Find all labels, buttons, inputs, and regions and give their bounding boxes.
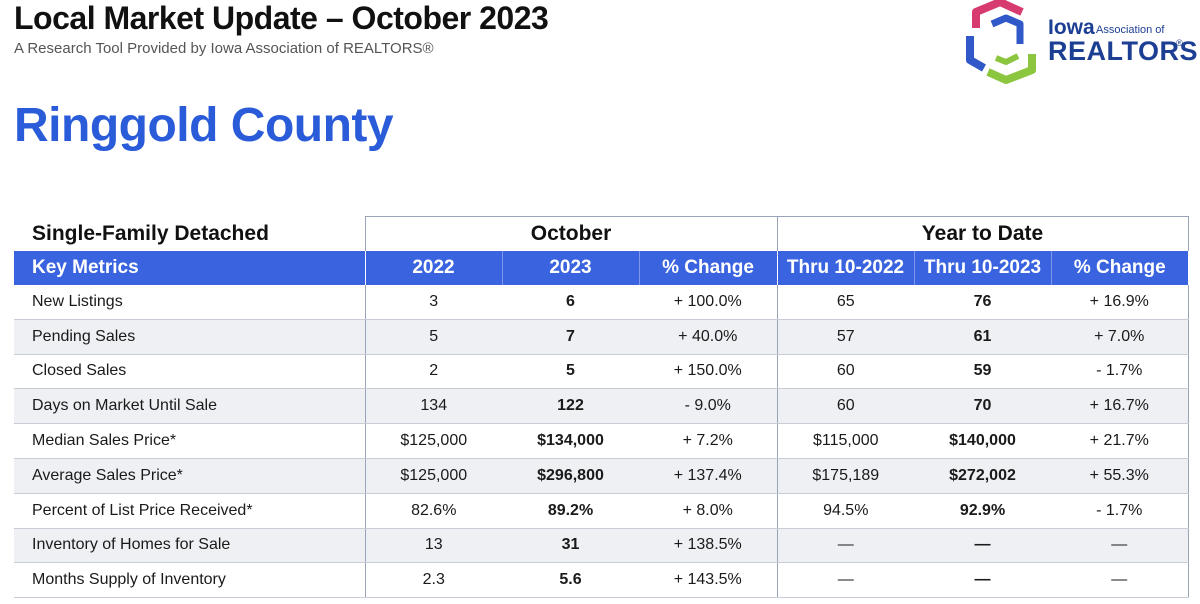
column-header-key-metrics: Key Metrics bbox=[14, 251, 365, 285]
value-ytd-2023: 61 bbox=[914, 319, 1051, 355]
logo-realtors-text: REALTORS bbox=[1048, 36, 1199, 66]
metric-label: Median Sales Price* bbox=[14, 423, 365, 459]
metric-label: Closed Sales bbox=[14, 354, 365, 390]
value-2023: 5 bbox=[502, 354, 639, 390]
metric-label: Percent of List Price Received* bbox=[14, 493, 365, 529]
column-header-thru-10-2022: Thru 10-2022 bbox=[776, 251, 914, 285]
value-ytd-pct-change: + 16.7% bbox=[1051, 388, 1189, 425]
october-group-header: October bbox=[364, 216, 777, 251]
metric-label: Average Sales Price* bbox=[14, 458, 365, 494]
report-title: Local Market Update – October 2023 bbox=[14, 0, 549, 36]
metric-label: Pending Sales bbox=[14, 319, 365, 355]
value-ytd-pct-change: + 55.3% bbox=[1051, 458, 1189, 494]
column-header-pct-change: % Change bbox=[638, 251, 777, 285]
value-ytd-2022: — bbox=[776, 562, 914, 599]
value-pct-change: + 100.0% bbox=[639, 285, 777, 320]
value-ytd-2022: 57 bbox=[776, 319, 914, 355]
value-ytd-pct-change: + 16.9% bbox=[1051, 285, 1189, 320]
value-ytd-2023: — bbox=[914, 562, 1051, 599]
column-header-ytd-pct-change: % Change bbox=[1050, 251, 1188, 285]
value-ytd-2022: 65 bbox=[776, 285, 914, 320]
value-2022: 3 bbox=[364, 285, 502, 320]
value-pct-change: + 7.2% bbox=[639, 423, 777, 459]
market-metrics-table: Single-Family Detached October Year to D… bbox=[14, 216, 1189, 599]
value-ytd-2023: $140,000 bbox=[914, 423, 1051, 459]
table-row: Pending Sales 5 7 + 40.0% 57 61 + 7.0% bbox=[14, 319, 1189, 355]
value-2022: 13 bbox=[364, 528, 502, 564]
value-ytd-2022: $175,189 bbox=[776, 458, 914, 494]
value-pct-change: + 143.5% bbox=[639, 562, 777, 599]
value-ytd-pct-change: - 1.7% bbox=[1051, 354, 1189, 390]
table-row: Median Sales Price* $125,000 $134,000 + … bbox=[14, 423, 1189, 459]
value-ytd-2023: — bbox=[914, 528, 1051, 564]
metric-label: Months Supply of Inventory bbox=[14, 562, 365, 599]
value-ytd-2022: 60 bbox=[776, 388, 914, 425]
value-2023: 6 bbox=[502, 285, 639, 320]
value-2022: 134 bbox=[364, 388, 502, 425]
value-2023: $134,000 bbox=[502, 423, 639, 459]
value-ytd-2023: $272,002 bbox=[914, 458, 1051, 494]
hexagon-logo-icon bbox=[966, 0, 1036, 84]
value-2023: 89.2% bbox=[502, 493, 639, 529]
value-2022: $125,000 bbox=[364, 423, 502, 459]
value-ytd-2023: 59 bbox=[914, 354, 1051, 390]
table-row: Months Supply of Inventory 2.3 5.6 + 143… bbox=[14, 562, 1189, 599]
value-2023: $296,800 bbox=[502, 458, 639, 494]
metric-label: Inventory of Homes for Sale bbox=[14, 528, 365, 564]
value-ytd-2023: 92.9% bbox=[914, 493, 1051, 529]
logo-association-text: Association of bbox=[1096, 24, 1165, 36]
value-ytd-pct-change: + 21.7% bbox=[1051, 423, 1189, 459]
column-header-thru-10-2023: Thru 10-2023 bbox=[913, 251, 1051, 285]
value-pct-change: + 138.5% bbox=[639, 528, 777, 564]
value-ytd-2022: $115,000 bbox=[776, 423, 914, 459]
column-header-2022: 2022 bbox=[364, 251, 502, 285]
value-2022: 5 bbox=[364, 319, 502, 355]
metric-label: Days on Market Until Sale bbox=[14, 388, 365, 425]
value-2022: 82.6% bbox=[364, 493, 502, 529]
value-ytd-2022: 60 bbox=[776, 354, 914, 390]
iowa-realtors-logo: Iowa Association of REALTORS ® bbox=[966, 0, 1198, 84]
value-2023: 31 bbox=[502, 528, 639, 564]
value-ytd-2023: 70 bbox=[914, 388, 1051, 425]
logo-iowa-text: Iowa bbox=[1048, 16, 1095, 39]
logo-registered-mark: ® bbox=[1176, 38, 1183, 48]
value-2022: 2 bbox=[364, 354, 502, 390]
value-pct-change: - 9.0% bbox=[639, 388, 777, 425]
value-pct-change: + 150.0% bbox=[639, 354, 777, 390]
value-ytd-2022: 94.5% bbox=[776, 493, 914, 529]
table-row: New Listings 3 6 + 100.0% 65 76 + 16.9% bbox=[14, 285, 1189, 320]
value-pct-change: + 8.0% bbox=[639, 493, 777, 529]
value-pct-change: + 40.0% bbox=[639, 319, 777, 355]
report-subtitle: A Research Tool Provided by Iowa Associa… bbox=[14, 40, 434, 57]
value-2022: $125,000 bbox=[364, 458, 502, 494]
value-ytd-2023: 76 bbox=[914, 285, 1051, 320]
value-ytd-pct-change: + 7.0% bbox=[1051, 319, 1189, 355]
county-title: Ringgold County bbox=[14, 99, 394, 152]
value-pct-change: + 137.4% bbox=[639, 458, 777, 494]
property-type-label: Single-Family Detached bbox=[32, 221, 269, 245]
column-header-2023: 2023 bbox=[501, 251, 639, 285]
value-ytd-pct-change: — bbox=[1051, 528, 1189, 564]
value-ytd-2022: — bbox=[776, 528, 914, 564]
value-2023: 7 bbox=[502, 319, 639, 355]
table-row: Percent of List Price Received* 82.6% 89… bbox=[14, 493, 1189, 529]
value-ytd-pct-change: - 1.7% bbox=[1051, 493, 1189, 529]
ytd-group-header: Year to Date bbox=[776, 216, 1189, 251]
metric-label: New Listings bbox=[14, 285, 365, 320]
value-2023: 122 bbox=[502, 388, 639, 425]
table-row: Inventory of Homes for Sale 13 31 + 138.… bbox=[14, 528, 1189, 564]
value-2023: 5.6 bbox=[502, 562, 639, 599]
table-row: Closed Sales 2 5 + 150.0% 60 59 - 1.7% bbox=[14, 354, 1189, 390]
table-row: Days on Market Until Sale 134 122 - 9.0%… bbox=[14, 388, 1189, 425]
value-ytd-pct-change: — bbox=[1051, 562, 1189, 599]
table-row: Average Sales Price* $125,000 $296,800 +… bbox=[14, 458, 1189, 494]
value-2022: 2.3 bbox=[364, 562, 502, 599]
